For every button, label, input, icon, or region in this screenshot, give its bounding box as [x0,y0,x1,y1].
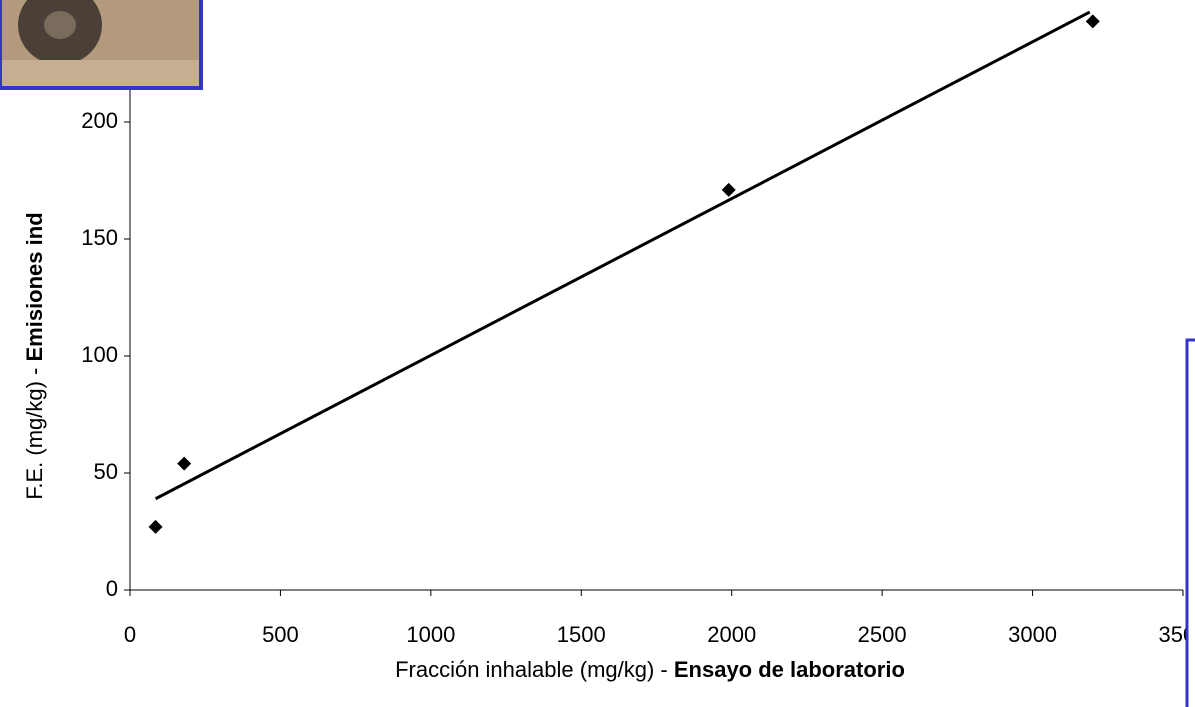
y-tick-label: 200 [81,108,118,133]
data-point [177,456,192,471]
data-point [1085,14,1100,29]
x-label-part: Fracción inhalable (mg/kg) - [395,657,674,682]
trendline [154,10,1091,501]
y-tick-label: 0 [106,576,118,601]
y-label-part: F.E. (mg/kg) - [22,362,47,500]
x-tick-label: 2500 [858,622,907,647]
x-tick-label: 2000 [707,622,756,647]
data-point [721,182,736,197]
x-tick-label: 500 [262,622,299,647]
photo-wheel-hub [44,11,76,39]
x-tick-label: 1000 [406,622,455,647]
x-tick-label: 3000 [1008,622,1057,647]
x-axis-label: Fracción inhalable (mg/kg) - Ensayo de l… [395,657,905,682]
side-panel [1185,338,1195,707]
x-label-bold: Ensayo de laboratorio [674,657,905,682]
y-axis-label: F.E. (mg/kg) - Emisiones ind [22,212,47,499]
y-tick-label: 150 [81,225,118,250]
photo-ground [2,60,199,86]
y-tick-label: 100 [81,342,118,367]
x-tick-label: 1500 [557,622,606,647]
photo-inset [0,0,203,90]
data-point [148,519,163,534]
y-tick-label: 50 [94,459,118,484]
x-tick-label: 0 [124,622,136,647]
y-label-bold: Emisiones ind [22,212,47,361]
